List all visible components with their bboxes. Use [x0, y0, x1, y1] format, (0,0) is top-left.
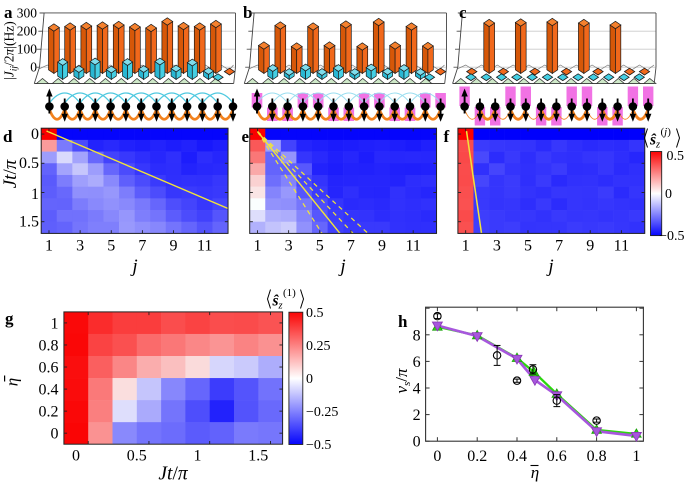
svg-text:g: g	[5, 309, 14, 328]
svg-text:4: 4	[413, 381, 421, 398]
svg-text:j: j	[129, 256, 137, 277]
svg-text:e: e	[242, 127, 250, 146]
svg-text:300: 300	[17, 5, 38, 20]
svg-text:0.5: 0.5	[306, 306, 324, 321]
svg-text:0: 0	[31, 126, 39, 143]
svg-text:5: 5	[107, 238, 115, 255]
svg-text:ŝz: ŝz	[272, 293, 283, 312]
svg-text:7: 7	[138, 238, 146, 255]
svg-text:|Jij/2π|(Hz): |Jij/2π|(Hz)	[2, 21, 20, 80]
svg-text:a: a	[4, 3, 13, 22]
svg-text:0.2: 0.2	[39, 404, 59, 421]
svg-text:1: 1	[462, 238, 470, 255]
svg-text:ŝz: ŝz	[649, 132, 660, 151]
svg-text:3: 3	[285, 238, 293, 255]
svg-text:0.4: 0.4	[39, 382, 59, 399]
svg-text:3: 3	[493, 238, 501, 255]
svg-text:0: 0	[665, 187, 672, 202]
svg-text:0.2: 0.2	[467, 448, 487, 465]
svg-text:0.8: 0.8	[587, 448, 607, 465]
svg-text:vs/π: vs/π	[392, 368, 413, 394]
svg-text:1: 1	[45, 238, 53, 255]
svg-text:9: 9	[378, 238, 386, 255]
svg-text:0: 0	[30, 60, 37, 75]
svg-text:c: c	[459, 3, 467, 22]
svg-text:0.25: 0.25	[306, 339, 331, 354]
svg-text:2: 2	[413, 407, 421, 424]
svg-text:0.5: 0.5	[667, 149, 685, 164]
svg-text:0.4: 0.4	[507, 448, 527, 465]
svg-text:0.5: 0.5	[127, 448, 147, 465]
svg-text:f: f	[444, 127, 450, 146]
svg-text:7: 7	[347, 238, 355, 255]
svg-text:9: 9	[170, 238, 178, 255]
svg-text:j: j	[545, 256, 553, 277]
svg-text:(1): (1)	[283, 287, 296, 299]
svg-text:100: 100	[17, 42, 38, 57]
svg-text:η: η	[531, 463, 539, 482]
svg-text:(j): (j)	[661, 126, 672, 138]
svg-text:11: 11	[197, 238, 212, 255]
svg-text:200: 200	[17, 24, 38, 39]
svg-text:0.5: 0.5	[19, 155, 39, 172]
svg-text:−0.25: −0.25	[306, 405, 338, 420]
svg-text:η: η	[3, 378, 22, 386]
svg-text:7: 7	[555, 238, 563, 255]
svg-text:9: 9	[586, 238, 594, 255]
svg-text:6: 6	[413, 354, 421, 371]
svg-text:0: 0	[413, 434, 421, 451]
svg-text:0: 0	[51, 426, 59, 443]
svg-text:1.5: 1.5	[248, 448, 268, 465]
svg-text:3: 3	[76, 238, 84, 255]
svg-text:11: 11	[405, 238, 420, 255]
svg-text:1: 1	[51, 315, 59, 332]
svg-text:0.6: 0.6	[39, 360, 59, 377]
svg-text:0: 0	[433, 448, 441, 465]
svg-text:0.8: 0.8	[39, 337, 59, 354]
svg-text:0: 0	[72, 448, 80, 465]
svg-text:Jt/π: Jt/π	[158, 464, 189, 484]
svg-text:−0.5: −0.5	[659, 229, 684, 244]
svg-text:8: 8	[413, 327, 421, 344]
svg-text:1: 1	[253, 238, 261, 255]
svg-text:j: j	[337, 256, 345, 277]
svg-text:b: b	[243, 3, 252, 22]
svg-text:1.5: 1.5	[19, 214, 39, 231]
svg-text:0: 0	[306, 372, 313, 387]
svg-text:1: 1	[194, 448, 202, 465]
svg-text:11: 11	[614, 238, 629, 255]
svg-text:h: h	[398, 312, 408, 331]
svg-text:5: 5	[524, 238, 532, 255]
svg-text:Jt/π: Jt/π	[0, 159, 21, 188]
svg-text:1: 1	[31, 186, 39, 203]
svg-text:d: d	[3, 127, 13, 146]
svg-text:0.6: 0.6	[547, 448, 567, 465]
svg-text:5: 5	[316, 238, 324, 255]
svg-text:−0.5: −0.5	[306, 438, 331, 453]
svg-text:1: 1	[632, 448, 640, 465]
